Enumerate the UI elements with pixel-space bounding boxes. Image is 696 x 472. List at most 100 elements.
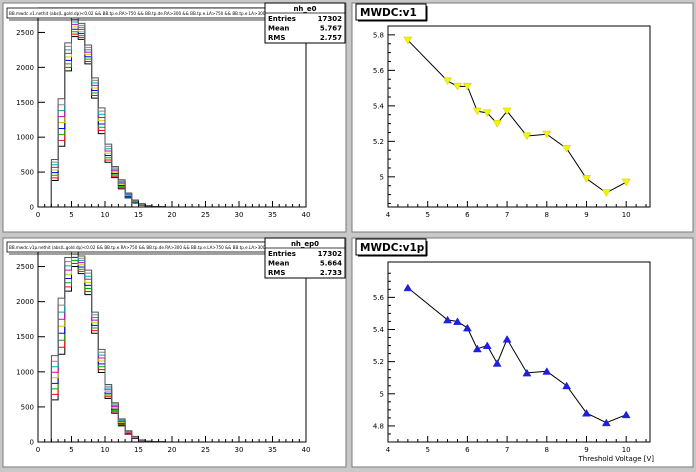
graph-title: MWDC:v1 <box>360 7 417 19</box>
data-point <box>443 315 452 324</box>
data-point <box>601 189 611 197</box>
data-point <box>462 82 472 91</box>
x-tick-label: 4 <box>386 446 391 454</box>
x-tick-label: 0 <box>36 446 40 454</box>
x-tick-label: 30 <box>235 211 244 219</box>
y-tick-label: 5.2 <box>373 138 384 146</box>
stats-title: nh_e0 <box>293 5 316 13</box>
data-point <box>472 107 482 116</box>
stats-key: Mean <box>268 260 289 268</box>
data-point <box>462 323 472 332</box>
x-tick-label: 5 <box>425 446 429 454</box>
x-axis-label: Threshold Voltage [V] <box>578 455 655 463</box>
pad-2 <box>351 2 694 233</box>
x-tick-label: 40 <box>302 446 311 454</box>
data-point <box>562 144 572 153</box>
data-point <box>453 317 462 325</box>
data-point <box>492 359 502 367</box>
stats-value: 5.767 <box>320 25 342 33</box>
y-tick-label: 0 <box>30 439 34 447</box>
stats-title: nh_ep0 <box>291 240 319 248</box>
data-point <box>403 36 413 45</box>
x-tick-label: 30 <box>235 446 244 454</box>
stats-value: 2.757 <box>320 34 342 42</box>
histogram-series-8 <box>50 16 166 208</box>
x-tick-label: 10 <box>622 446 631 454</box>
y-tick-label: 500 <box>21 169 34 177</box>
data-point <box>542 367 552 375</box>
data-point <box>542 130 552 139</box>
stats-value: 2.733 <box>320 269 342 277</box>
data-point <box>601 418 611 427</box>
data-point <box>482 341 492 350</box>
stats-box <box>264 2 346 44</box>
y-tick-label: 2500 <box>16 29 34 37</box>
x-tick-label: 15 <box>134 446 143 454</box>
x-tick-label: 10 <box>101 446 110 454</box>
histogram-0 <box>50 16 166 208</box>
data-point <box>621 410 631 419</box>
data-point <box>621 178 631 187</box>
data-point <box>502 335 512 343</box>
stats-key: RMS <box>268 269 285 277</box>
graph-title: MWDC:v1p <box>360 242 425 254</box>
y-tick-label: 2000 <box>16 298 34 306</box>
x-tick-label: 6 <box>465 446 470 454</box>
data-point <box>403 283 413 292</box>
x-tick-label: 0 <box>36 211 40 219</box>
x-tick-label: 5 <box>69 446 73 454</box>
stats-value: 17302 <box>318 250 342 258</box>
x-tick-label: 35 <box>268 211 277 219</box>
y-tick-label: 5 <box>380 390 384 398</box>
y-tick-label: 2000 <box>16 64 34 72</box>
x-tick-label: 40 <box>302 211 311 219</box>
x-tick-label: 25 <box>201 446 210 454</box>
x-tick-label: 25 <box>201 211 210 219</box>
stats-value: 17302 <box>318 15 342 23</box>
data-point <box>582 175 591 183</box>
stats-box <box>264 237 346 279</box>
data-point <box>522 132 532 141</box>
data-point <box>522 368 532 377</box>
graph-title-box <box>355 3 427 21</box>
y-tick-label: 5.6 <box>373 67 385 75</box>
x-tick-label: 9 <box>584 211 588 219</box>
data-point <box>492 120 502 128</box>
x-tick-label: 10 <box>622 211 631 219</box>
y-tick-label: 1500 <box>16 99 34 107</box>
y-tick-label: 5.4 <box>373 102 385 110</box>
y-tick-label: 5.8 <box>373 31 384 39</box>
y-tick-label: 5 <box>380 173 384 181</box>
x-tick-label: 8 <box>545 211 549 219</box>
y-tick-label: 1000 <box>16 134 34 142</box>
y-tick-label: 0 <box>30 204 34 212</box>
x-tick-label: 35 <box>268 446 277 454</box>
stats-key: Entries <box>268 15 296 23</box>
y-tick-label: 5.6 <box>373 294 385 302</box>
histogram-series-8 <box>50 241 166 443</box>
x-tick-label: 7 <box>505 211 509 219</box>
y-tick-label: 500 <box>21 403 34 411</box>
y-tick-label: 5.4 <box>373 326 385 334</box>
x-tick-label: 5 <box>425 211 429 219</box>
x-tick-label: 10 <box>101 211 110 219</box>
pad-4 <box>351 237 694 468</box>
y-tick-label: 1000 <box>16 368 34 376</box>
data-point <box>453 82 462 91</box>
x-tick-label: 15 <box>134 211 143 219</box>
stats-key: RMS <box>268 34 285 42</box>
stats-key: Mean <box>268 25 289 33</box>
x-tick-label: 20 <box>168 211 177 219</box>
y-tick-label: 5.2 <box>373 358 384 366</box>
data-point <box>472 344 482 353</box>
graph-title-box <box>355 238 427 256</box>
stats-value: 5.664 <box>320 260 342 268</box>
x-tick-label: 4 <box>386 211 391 219</box>
x-tick-label: 5 <box>69 211 73 219</box>
x-tick-label: 9 <box>584 446 588 454</box>
data-point <box>582 408 591 417</box>
y-tick-label: 2500 <box>16 263 34 271</box>
x-tick-label: 6 <box>465 211 470 219</box>
plot-frame-3 <box>387 261 651 443</box>
